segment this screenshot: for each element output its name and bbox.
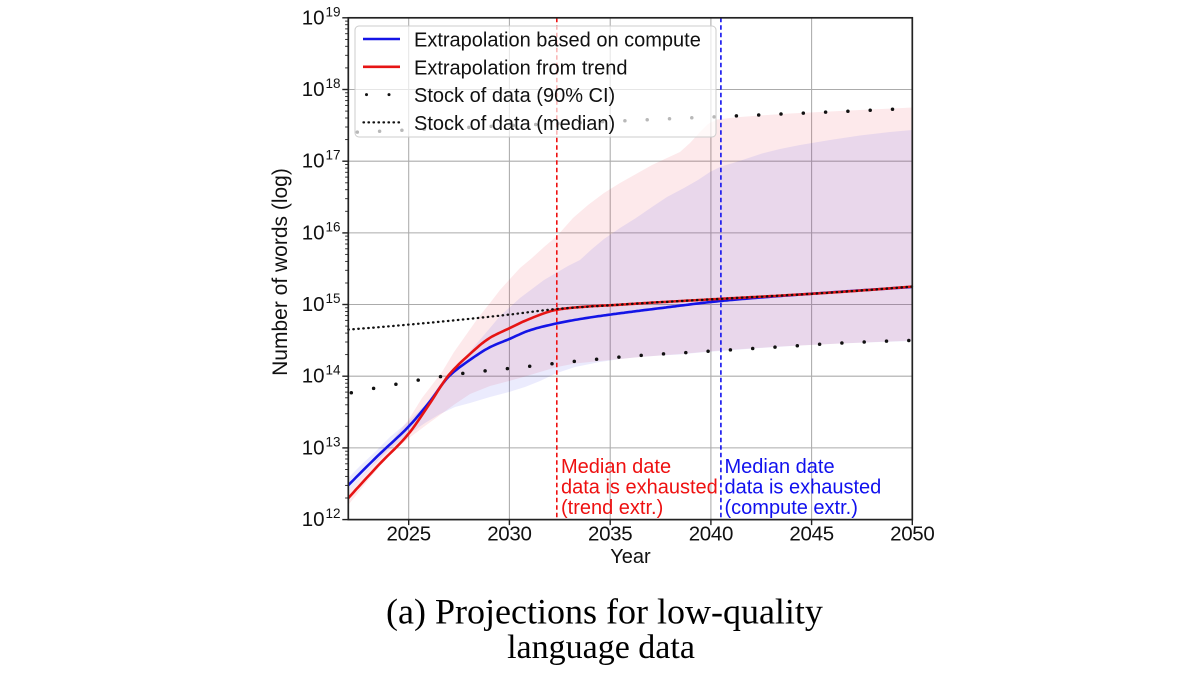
svg-text:Median date: Median date — [561, 456, 671, 478]
svg-text:data is exhausted: data is exhausted — [725, 477, 882, 499]
svg-text:(a) Projections for low-qualit: (a) Projections for low-quality — [386, 592, 823, 632]
svg-text:13: 13 — [326, 434, 341, 449]
svg-text:10: 10 — [302, 293, 325, 316]
svg-text:data is exhausted: data is exhausted — [561, 477, 718, 499]
svg-text:10: 10 — [302, 436, 325, 459]
svg-text:10: 10 — [302, 221, 325, 244]
svg-text:language data: language data — [507, 629, 695, 666]
svg-text:2050: 2050 — [890, 523, 934, 546]
svg-text:10: 10 — [302, 78, 325, 101]
svg-text:10: 10 — [302, 365, 325, 388]
svg-text:2030: 2030 — [487, 523, 531, 546]
svg-text:Stock of data (median): Stock of data (median) — [414, 113, 615, 135]
svg-text:Year: Year — [610, 546, 651, 568]
svg-text:(compute extr.): (compute extr.) — [725, 497, 858, 519]
svg-text:10: 10 — [302, 150, 325, 173]
svg-text:18: 18 — [326, 76, 341, 91]
svg-text:2025: 2025 — [386, 523, 430, 546]
svg-text:16: 16 — [326, 219, 341, 234]
svg-text:15: 15 — [326, 291, 341, 306]
svg-text:Extrapolation based on compute: Extrapolation based on compute — [414, 30, 701, 52]
svg-text:2045: 2045 — [789, 523, 833, 546]
svg-text:Stock of data (90% CI): Stock of data (90% CI) — [414, 85, 615, 107]
svg-text:10: 10 — [302, 508, 325, 531]
svg-text:Number of words (log): Number of words (log) — [269, 168, 292, 376]
svg-text:14: 14 — [326, 363, 342, 378]
svg-text:Median date: Median date — [725, 456, 835, 478]
svg-text:Extrapolation from trend: Extrapolation from trend — [414, 57, 627, 79]
svg-text:2035: 2035 — [588, 523, 632, 546]
svg-text:17: 17 — [326, 148, 341, 163]
svg-text:12: 12 — [326, 506, 341, 521]
svg-text:10: 10 — [302, 6, 325, 29]
svg-text:19: 19 — [326, 4, 341, 19]
svg-text:(trend extr.): (trend extr.) — [561, 497, 663, 519]
svg-text:2040: 2040 — [689, 523, 733, 546]
